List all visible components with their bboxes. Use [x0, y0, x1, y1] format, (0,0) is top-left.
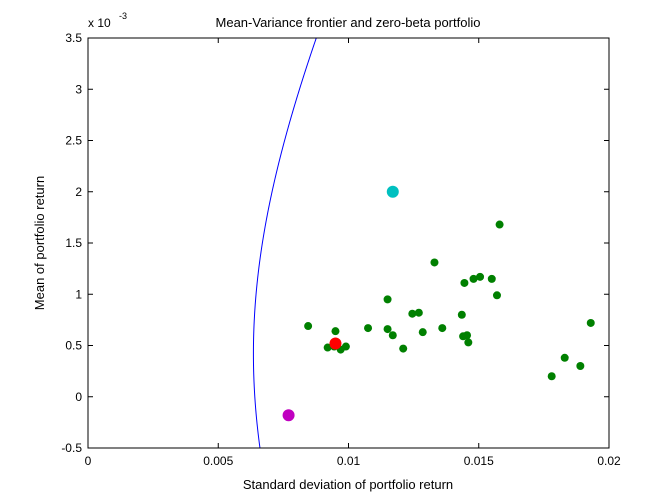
- x-axis-label: Standard deviation of portfolio return: [243, 477, 453, 492]
- y-tick-label: 2: [75, 185, 82, 199]
- highlight-point: [386, 185, 399, 198]
- asset-point: [476, 272, 485, 281]
- highlight-point: [329, 337, 342, 350]
- plot-area: [88, 38, 609, 448]
- asset-point: [414, 308, 423, 317]
- asset-point: [495, 220, 504, 229]
- y-tick-label: 1: [75, 287, 82, 301]
- y-exponent-base: x 10: [88, 16, 111, 30]
- asset-point: [460, 278, 469, 287]
- highlight-point: [282, 409, 295, 422]
- asset-point: [463, 331, 472, 340]
- y-tick-label: 0.5: [65, 339, 82, 353]
- x-tick-label: 0.01: [337, 454, 361, 468]
- y-tick-label: -0.5: [61, 441, 82, 455]
- y-tick-label: 2.5: [65, 134, 82, 148]
- asset-point: [323, 343, 332, 352]
- plot-frame: [87, 37, 610, 449]
- asset-point: [560, 353, 569, 362]
- chart-title: Mean-Variance frontier and zero-beta por…: [216, 15, 481, 30]
- asset-point: [304, 322, 313, 331]
- asset-point: [430, 258, 439, 267]
- asset-point: [457, 310, 466, 319]
- y-axis-ticks: -0.5 0 0.5 1 1.5 2 2.5 3 3.5: [61, 31, 609, 455]
- asset-point: [399, 344, 408, 353]
- asset-point: [438, 324, 447, 333]
- asset-point: [487, 274, 496, 283]
- y-exponent-power: -3: [119, 11, 127, 21]
- y-tick-label: 3: [75, 82, 82, 96]
- x-tick-label: 0.005: [203, 454, 233, 468]
- y-axis-label: Mean of portfolio return: [32, 176, 47, 310]
- asset-point: [364, 324, 373, 333]
- x-axis-ticks: 0 0.005 0.01 0.015 0.02: [85, 38, 621, 468]
- asset-point: [576, 362, 585, 370]
- asset-point: [418, 328, 427, 337]
- asset-point: [547, 372, 556, 381]
- x-tick-label: 0.02: [597, 454, 621, 468]
- asset-point: [383, 325, 392, 334]
- asset-point: [469, 274, 478, 283]
- asset-point: [586, 318, 595, 327]
- y-tick-label: 3.5: [65, 31, 82, 45]
- x-tick-label: 0: [85, 454, 92, 468]
- y-tick-label: 0: [75, 390, 82, 404]
- frontier-line: [252, 38, 317, 448]
- asset-point: [383, 295, 392, 304]
- asset-point: [341, 342, 350, 351]
- x-tick-label: 0.015: [464, 454, 494, 468]
- asset-point: [464, 338, 473, 347]
- highlight-points: [282, 185, 399, 422]
- asset-point: [331, 327, 340, 336]
- asset-point: [492, 291, 501, 300]
- asset-point: [408, 309, 417, 318]
- y-exponent-label: x 10 -3: [88, 11, 127, 30]
- asset-point: [388, 331, 397, 340]
- y-tick-label: 1.5: [65, 236, 82, 250]
